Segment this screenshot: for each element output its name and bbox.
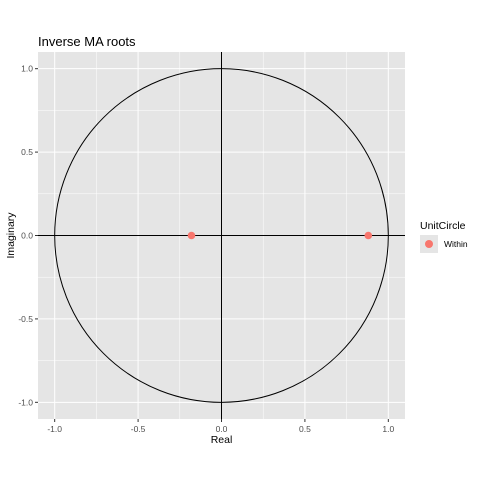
y-tick-label: -1.0 (18, 397, 33, 407)
root-point (364, 231, 373, 240)
legend-title: UnitCircle (420, 220, 466, 232)
y-tick-label: 0.5 (21, 147, 33, 157)
root-point (187, 231, 196, 240)
x-tick-label: 0.5 (299, 424, 311, 434)
legend-label-within: Within (444, 239, 468, 249)
legend-key-within (425, 240, 433, 248)
x-tick-label: 0.0 (216, 424, 228, 434)
y-tick-label: 0.0 (21, 231, 33, 241)
x-tick-label: -0.5 (131, 424, 146, 434)
y-tick-label: 1.0 (21, 64, 33, 74)
y-tick-label: -0.5 (18, 314, 33, 324)
x-axis-label: Real (211, 434, 233, 446)
legend: UnitCircle Within (420, 220, 468, 253)
y-axis-label: Imaginary (5, 212, 17, 259)
chart-title: Inverse MA roots (38, 34, 136, 49)
unit-circle (54, 68, 389, 403)
x-tick-label: 1.0 (382, 424, 394, 434)
y-axis-ticks: 1.0 0.5 0.0 -0.5 -1.0 (18, 64, 38, 407)
x-axis-ticks: -1.0 -0.5 0.0 0.5 1.0 (47, 419, 394, 434)
x-tick-label: -1.0 (47, 424, 62, 434)
root-points (187, 231, 373, 240)
